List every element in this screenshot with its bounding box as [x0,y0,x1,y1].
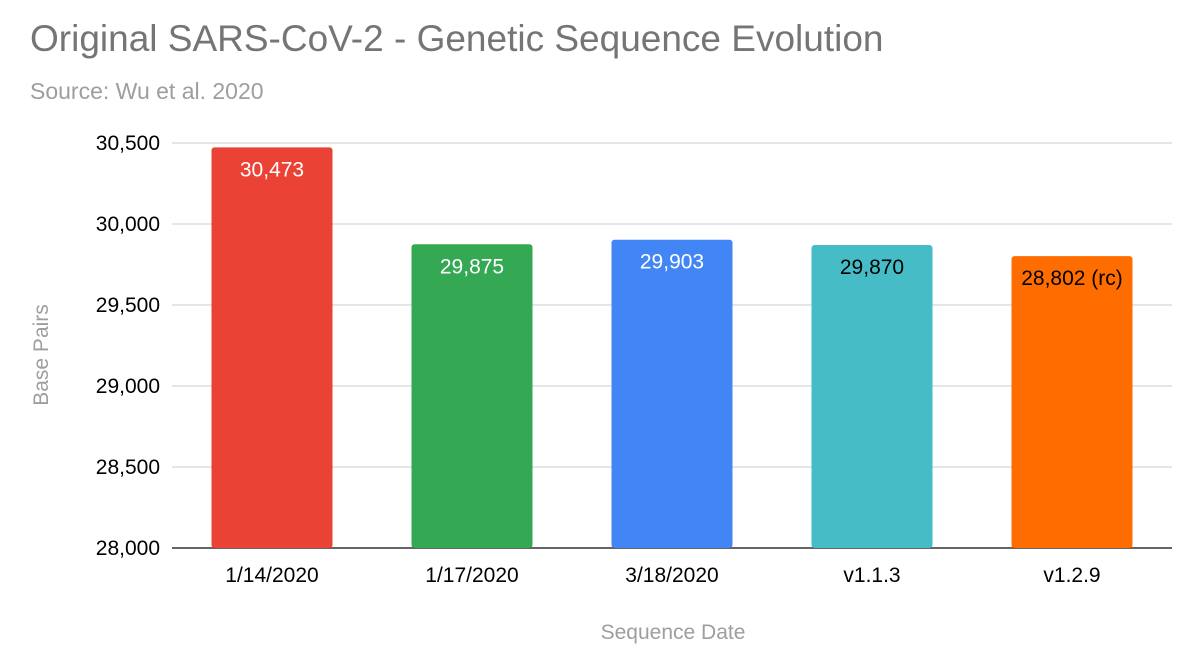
data-label-2: 29,875 [440,255,504,278]
x-tick-label: v1.1.3 [843,564,900,587]
y-tick-label: 29,500 [96,294,160,317]
x-tick-label: 1/14/2020 [225,564,318,587]
bar-3 [611,239,733,549]
y-tick-label: 28,000 [96,537,160,560]
x-tick-label: v1.2.9 [1043,564,1100,587]
y-axis-title: Base Pairs [30,304,53,406]
data-label-4: 29,870 [840,256,904,279]
y-tick-label: 30,000 [96,213,160,236]
y-tick-label: 29,000 [96,375,160,398]
chart-title: Original SARS-CoV-2 - Genetic Sequence E… [30,18,884,59]
chart-subtitle: Source: Wu et al. 2020 [30,78,264,104]
x-axis-title: Sequence Date [601,621,746,644]
bar-5 [1011,256,1133,548]
data-label-3: 29,903 [640,251,704,274]
y-tick-label: 30,500 [96,132,160,155]
data-label-5: 28,802 (rc) [1021,267,1123,290]
bar-1 [211,147,333,548]
bar-4 [811,245,933,548]
bar-2 [411,244,533,548]
y-tick-label: 28,500 [96,456,160,479]
x-tick-label: 1/17/2020 [425,564,518,587]
x-tick-label: 3/18/2020 [625,564,718,587]
data-label-1: 30,473 [240,158,304,181]
